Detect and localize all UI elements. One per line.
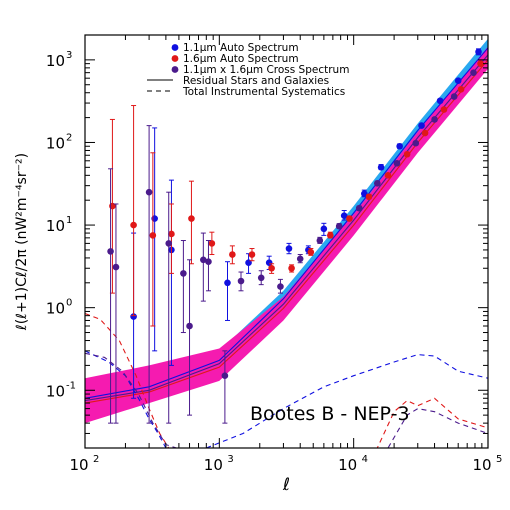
data-point-series-3 — [355, 204, 363, 212]
data-point-series-3 — [186, 322, 193, 330]
data-point-series-2 — [188, 215, 195, 222]
data-point-series-1 — [340, 212, 348, 219]
y-tick-label: 10 — [46, 52, 65, 70]
legend-label: 1.1μm x 1.6μm Cross Spectrum — [183, 64, 349, 76]
data-point-series-2 — [346, 215, 353, 222]
y-tick-exponent: 3 — [66, 50, 72, 61]
residual-line-1 — [85, 47, 488, 399]
data-point-series-1 — [454, 77, 462, 84]
data-point-series-3 — [374, 180, 381, 187]
data-point-series-2 — [248, 251, 256, 258]
data-point-series-3 — [450, 93, 458, 100]
x-tick-label: 10 — [69, 456, 88, 474]
data-point-series-3 — [277, 283, 284, 290]
data-point-series-1 — [361, 190, 368, 197]
y-tick-exponent: 2 — [66, 132, 72, 143]
y-axis-label: ℓ(ℓ+1)Cℓ/2π (nW²m⁻⁴sr⁻²) — [14, 153, 30, 331]
systematics-line-4 — [85, 350, 488, 448]
y-tick-exponent: -1 — [66, 380, 76, 391]
data-point-series-2 — [477, 60, 484, 67]
data-point-series-3 — [431, 116, 438, 123]
legend-marker — [171, 66, 179, 73]
data-point-series-2 — [130, 221, 137, 229]
y-tick-label: 10 — [46, 134, 65, 152]
data-point-series-3 — [393, 159, 401, 167]
residual-line-2 — [85, 54, 488, 402]
data-point-series-2 — [288, 264, 295, 272]
data-point-series-3 — [165, 240, 173, 247]
legend-label: 1.1μm Auto Spectrum — [183, 42, 299, 54]
data-point-series-3 — [257, 274, 265, 282]
data-point-series-2 — [327, 232, 334, 239]
legend-label: 1.6μm Auto Spectrum — [183, 53, 299, 65]
data-point-series-1 — [285, 245, 293, 252]
field-annotation: Bootes B - NEP-3 — [250, 403, 410, 425]
data-point-series-2 — [229, 251, 236, 258]
x-axis-label: ℓ — [282, 475, 290, 495]
data-point-series-2 — [168, 230, 175, 238]
data-point-series-2 — [307, 248, 315, 256]
data-point-series-2 — [440, 106, 448, 113]
data-point-series-2 — [365, 193, 373, 201]
data-point-series-2 — [421, 129, 429, 137]
systematics-line-6 — [85, 352, 488, 448]
x-tick-label: 10 — [204, 456, 223, 474]
data-point-series-3 — [316, 237, 324, 244]
legend-label: Total Instrumental Systematics — [182, 86, 345, 98]
data-point-series-1 — [436, 97, 444, 105]
data-points — [107, 48, 484, 424]
systematics-line-5 — [85, 312, 488, 448]
data-point-series-1 — [377, 164, 385, 171]
y-tick-label: 10 — [46, 382, 65, 400]
data-point-series-1 — [224, 279, 231, 287]
x-tick-label: 10 — [338, 456, 357, 474]
data-point-series-2 — [268, 264, 275, 272]
x-tick-exponent: 5 — [496, 454, 502, 465]
data-point-series-3 — [335, 222, 343, 230]
x-tick-label: 10 — [472, 456, 491, 474]
data-point-series-1 — [475, 48, 482, 56]
data-point-series-3 — [200, 256, 207, 264]
y-tick-exponent: 1 — [66, 215, 72, 226]
residual-bands — [85, 38, 488, 424]
y-tick-exponent: 0 — [66, 298, 72, 309]
legend-marker — [171, 44, 179, 51]
data-point-series-2 — [384, 172, 392, 179]
data-point-series-2 — [208, 240, 216, 247]
data-point-series-3 — [180, 270, 187, 277]
axis-ticks: 10 2 10 3 10 4 10 510 -110 010 110 210 3 — [46, 34, 502, 474]
data-point-series-1 — [320, 225, 328, 233]
data-point-series-2 — [457, 86, 465, 93]
legend-marker — [171, 55, 179, 62]
y-tick-label: 10 — [46, 217, 65, 235]
data-point-series-1 — [151, 215, 158, 222]
data-point-series-3 — [470, 69, 477, 76]
data-point-series-2 — [403, 150, 411, 158]
data-point-series-1 — [418, 122, 425, 129]
data-point-series-3 — [237, 277, 245, 285]
plot-frame — [84, 34, 489, 449]
y-tick-label: 10 — [46, 300, 65, 318]
data-point-series-1 — [130, 313, 137, 320]
data-point-series-3 — [296, 255, 304, 263]
data-point-series-3 — [112, 263, 120, 271]
data-point-series-3 — [221, 372, 229, 380]
data-point-series-3 — [145, 188, 153, 196]
x-tick-exponent: 3 — [227, 454, 233, 465]
legend-label: Residual Stars and Galaxies — [183, 75, 329, 87]
x-tick-exponent: 2 — [93, 454, 99, 465]
x-tick-exponent: 4 — [362, 454, 368, 465]
data-point-series-3 — [205, 258, 212, 266]
data-point-series-2 — [149, 232, 157, 239]
data-point-series-3 — [107, 248, 114, 255]
residual-line-3 — [85, 59, 488, 404]
data-point-series-1 — [265, 259, 273, 267]
data-point-series-1 — [396, 142, 403, 150]
residual-band-2 — [85, 46, 488, 424]
data-point-series-3 — [412, 139, 420, 147]
